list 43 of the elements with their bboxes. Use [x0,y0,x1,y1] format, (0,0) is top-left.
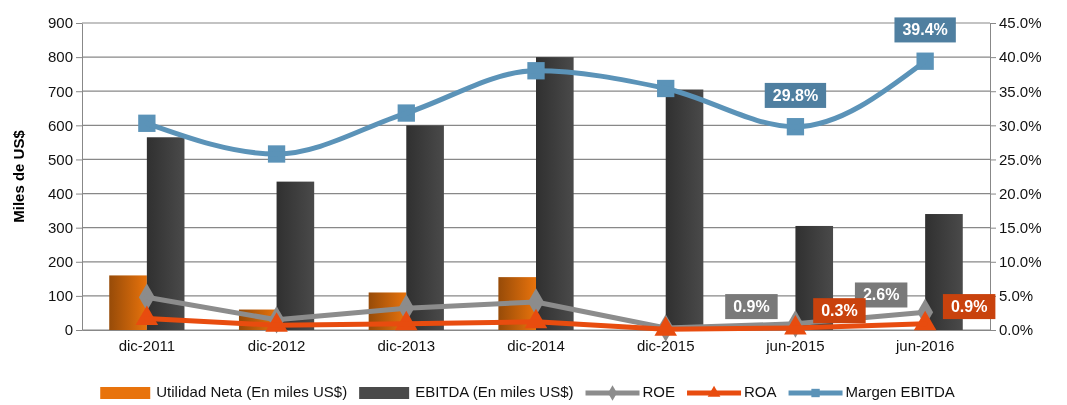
y-tick-label: 700 [47,82,73,100]
x-tick-label: jun-2015 [765,337,825,354]
y-tick-label: 600 [47,116,73,134]
data-label: 0.9% [733,298,770,316]
legend-label: ROE [642,382,676,400]
y-tick-label: 0 [64,321,73,339]
y-tick-label: 900 [47,14,73,32]
y-tick-label: 300 [47,218,73,236]
y2-tick-label: 10.0% [999,253,1042,271]
y-tick-label: 500 [47,150,73,168]
legend-label: ROA [744,382,777,400]
y2-tick-label: 45.0% [999,14,1042,32]
x-tick-label: dic-2011 [118,337,176,354]
x-tick-label: dic-2013 [377,337,436,354]
x-tick-label: dic-2015 [636,337,695,354]
data-label: 0.9% [950,298,988,316]
data-label: 39.4% [902,21,948,39]
bar [276,181,315,330]
y-tick-label: 100 [47,287,73,305]
y2-tick-label: 5.0% [999,287,1034,305]
data-label: 2.6% [862,286,900,304]
y2-tick-label: 30.0% [999,116,1042,134]
y2-tick-label: 35.0% [999,82,1042,100]
y2-tick-label: 25.0% [999,150,1042,168]
x-tick-label: dic-2012 [247,337,306,354]
y2-tick-label: 0.0% [999,321,1034,339]
x-tick-label: dic-2014 [507,337,565,354]
y-tick-label: 800 [47,48,73,66]
y2-tick-label: 20.0% [999,184,1042,202]
y2-tick-label: 15.0% [999,218,1042,236]
y-axis-title: Miles de US$ [10,129,27,223]
bar [146,137,185,330]
legend-label: EBITDA (En miles US$) [415,382,574,400]
data-label: 0.3% [821,302,858,320]
data-label: 29.8% [772,86,819,104]
y-tick-label: 200 [47,253,73,271]
y2-tick-label: 40.0% [999,48,1042,66]
bar [536,57,574,330]
bar [406,125,444,330]
y-tick-label: 400 [47,184,73,202]
legend-label: Utilidad Neta (En miles US$) [156,382,348,400]
legend-label: Margen EBITDA [845,382,955,400]
x-tick-label: jun-2016 [894,337,955,354]
